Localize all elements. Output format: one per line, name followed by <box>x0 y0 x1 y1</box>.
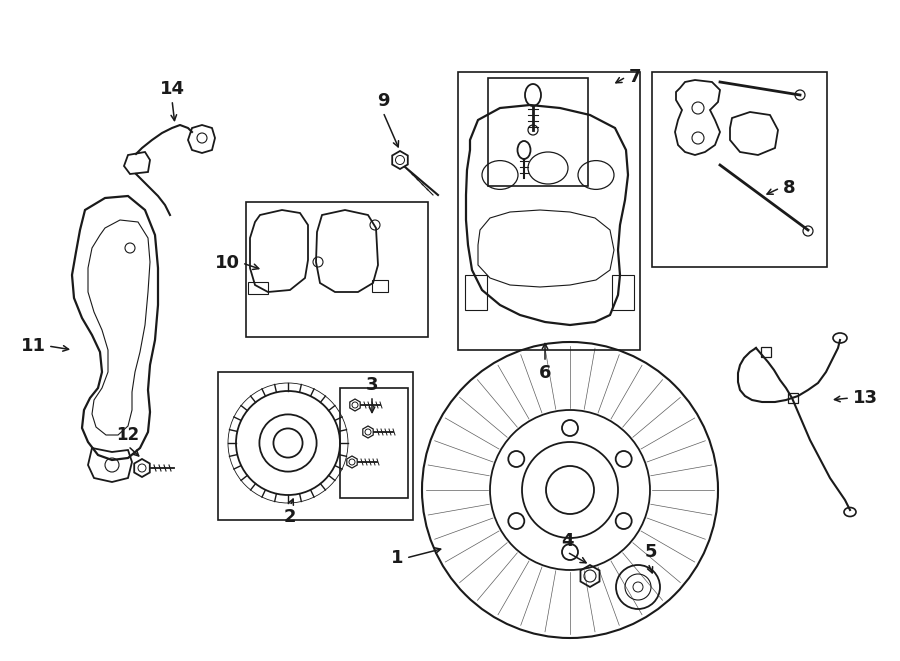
Bar <box>612 275 634 310</box>
Text: 10: 10 <box>215 254 240 272</box>
Text: 9: 9 <box>377 92 389 110</box>
Bar <box>652 72 827 267</box>
Text: 14: 14 <box>159 80 184 98</box>
Bar <box>340 388 408 498</box>
Bar <box>465 275 487 310</box>
Bar <box>788 393 798 403</box>
Text: 11: 11 <box>21 337 46 355</box>
Bar <box>218 372 413 520</box>
Bar <box>488 78 588 186</box>
Text: 3: 3 <box>365 376 378 394</box>
Text: 5: 5 <box>644 543 657 561</box>
Bar <box>248 282 268 294</box>
Text: 13: 13 <box>853 389 878 407</box>
Text: 1: 1 <box>391 549 403 567</box>
Bar <box>372 280 388 292</box>
Bar <box>458 72 640 350</box>
Text: 4: 4 <box>561 532 573 550</box>
Bar <box>246 202 428 337</box>
Text: 8: 8 <box>783 179 796 197</box>
Text: 2: 2 <box>284 508 296 526</box>
Bar <box>761 347 771 357</box>
Text: 12: 12 <box>116 426 140 444</box>
Text: 7: 7 <box>629 68 642 86</box>
Text: 6: 6 <box>539 364 551 382</box>
